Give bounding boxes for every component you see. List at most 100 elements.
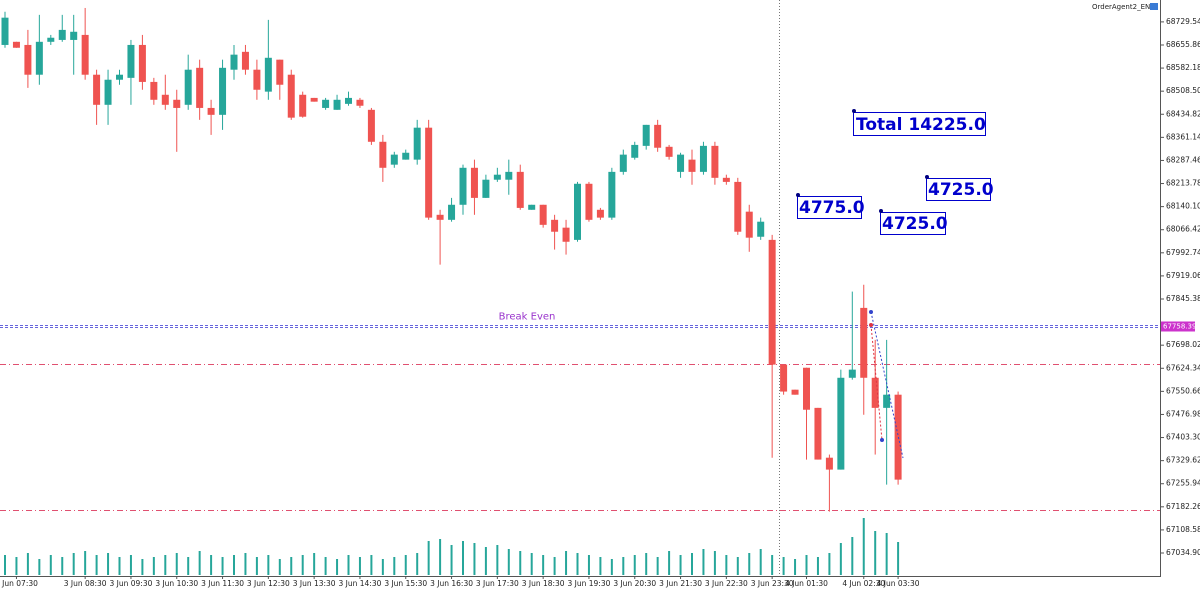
- candle-body: [413, 127, 421, 160]
- x-tick-label: 3 Jun 21:30: [659, 579, 702, 588]
- candle-body: [276, 59, 284, 85]
- x-tick-label: 3 Jun 16:30: [430, 579, 473, 588]
- y-tick-label: 68287.46: [1166, 155, 1200, 164]
- candle-body: [551, 219, 559, 232]
- plot-area: [0, 7, 1160, 575]
- price-tag-label: 67758.39: [1163, 323, 1196, 331]
- trade-dot: [869, 323, 873, 327]
- annotation-text: 4725.0: [928, 180, 994, 200]
- y-tick-label: 68213.78: [1166, 179, 1200, 188]
- x-tick-label: 4 Jun 03:30: [877, 579, 920, 588]
- y-tick-label: 67108.58: [1166, 525, 1200, 534]
- x-tick-label: 3 Jun 20:30: [613, 579, 656, 588]
- y-tick-label: 67329.62: [1166, 456, 1200, 465]
- trade-line: [870, 324, 883, 441]
- annotations: Total 14225.0 4775.0 4725.0 4725.0: [796, 109, 994, 235]
- indicator-name: OrderAgent2_EN: [1092, 3, 1150, 11]
- x-tick-label: 3 Jun 22:30: [705, 579, 748, 588]
- candle-body: [871, 377, 879, 408]
- anchor-dot: [925, 175, 929, 179]
- indicator-icon: [1150, 3, 1158, 10]
- y-tick-label: 67919.06: [1166, 271, 1200, 280]
- trade-dot: [869, 310, 873, 314]
- x-tick-label: 3 Jun 18:30: [522, 579, 565, 588]
- x-tick-label: 4 Jun 02:30: [842, 579, 885, 588]
- candle-body: [356, 99, 364, 106]
- candle-body: [196, 67, 204, 108]
- candle-body: [608, 171, 616, 218]
- x-tick-label: 3 Jun 23:30: [751, 579, 794, 588]
- candle-body: [665, 146, 673, 157]
- x-tick-label: 3 Jun 09:30: [110, 579, 153, 588]
- candle-body: [116, 74, 123, 80]
- candle-body: [505, 171, 513, 180]
- y-tick-label: 67182.26: [1166, 502, 1200, 511]
- candle-body: [241, 51, 249, 70]
- y-tick-label: 67992.74: [1166, 248, 1200, 257]
- candle-body: [677, 154, 685, 172]
- candle-body: [562, 227, 570, 242]
- candle-body: [184, 69, 192, 105]
- candle-body: [253, 69, 261, 90]
- candle-body: [264, 57, 272, 92]
- candle-body: [47, 37, 55, 42]
- x-tick-label: 4 Jun 01:30: [785, 579, 828, 588]
- y-tick-label: 67624.34: [1166, 363, 1200, 372]
- x-tick-label: 3 Jun 11:30: [201, 579, 244, 588]
- candle-body: [837, 377, 845, 470]
- price-tag: [1161, 321, 1195, 332]
- candle-body: [699, 145, 707, 172]
- candle-body: [528, 204, 536, 210]
- anchor-dot: [796, 193, 800, 197]
- candle-body: [402, 152, 410, 160]
- trade-line: [870, 311, 904, 459]
- annotation-box: [797, 196, 862, 219]
- candle-body: [539, 204, 547, 225]
- candle-body: [299, 94, 307, 117]
- candle-body: [287, 74, 295, 118]
- candle-body: [173, 99, 181, 108]
- candle-body: [470, 167, 478, 198]
- y-tick-label: 68508.50: [1166, 86, 1200, 95]
- candle-body: [482, 179, 490, 198]
- anchor-dot: [879, 209, 883, 213]
- y-tick-label: 67698.02: [1166, 340, 1200, 349]
- y-tick-label: 67550.66: [1166, 386, 1200, 395]
- candle-body: [81, 34, 89, 75]
- candle-body: [379, 141, 387, 168]
- annotation-text: Total 14225.0: [856, 115, 986, 135]
- candle-body: [860, 307, 868, 378]
- y-tick-label: 67403.30: [1166, 433, 1200, 442]
- candle-body: [310, 97, 318, 102]
- candle-body: [436, 214, 444, 220]
- candle-body: [138, 44, 146, 82]
- candle-body: [322, 99, 330, 108]
- candle-body: [803, 367, 810, 410]
- candle-body: [814, 407, 822, 460]
- x-tick-label: 3 Jun 14:30: [339, 579, 382, 588]
- x-tick-label: 3 Jun 19:30: [568, 579, 611, 588]
- candle-body: [24, 44, 32, 75]
- x-tick-label: 3 Jun 17:30: [476, 579, 519, 588]
- y-tick-label: 68140.10: [1166, 202, 1200, 211]
- candle-body: [127, 44, 135, 78]
- candle-body: [825, 457, 833, 470]
- candle-body: [70, 31, 78, 40]
- candle-body: [448, 204, 456, 220]
- candle-body: [333, 99, 341, 110]
- candle-body: [93, 74, 101, 105]
- trade-markers: [869, 310, 904, 459]
- candle-body: [425, 127, 433, 218]
- y-tick-label: 67845.38: [1166, 294, 1200, 303]
- y-tick-label: 68066.42: [1166, 225, 1200, 234]
- candle-body: [848, 369, 856, 378]
- break-even-label: Break Even: [499, 312, 556, 323]
- candle-body: [12, 41, 20, 48]
- candle-body: [367, 109, 375, 142]
- annotation-box: [853, 112, 986, 136]
- candle-body: [219, 67, 227, 115]
- candle-body: [883, 394, 891, 408]
- candle-body: [459, 167, 467, 205]
- candle-body: [711, 145, 719, 178]
